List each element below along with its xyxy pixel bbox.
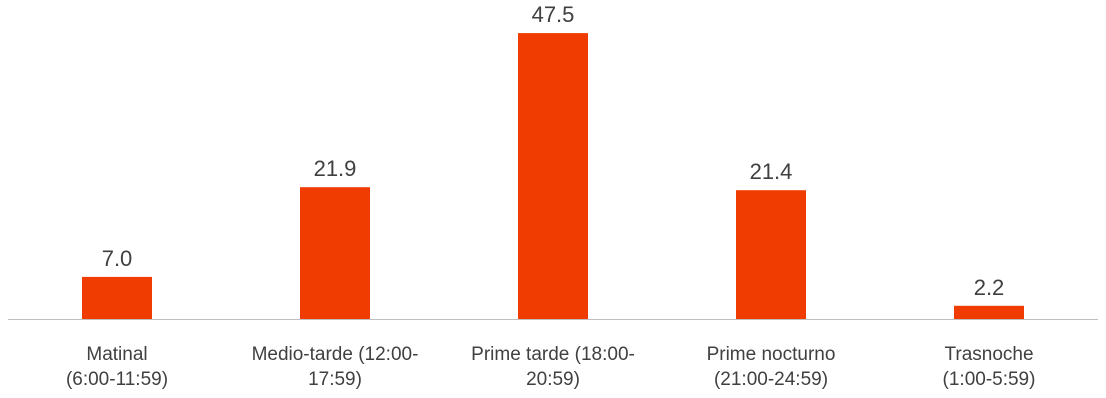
category-tick-label-line: Matinal [86,344,147,365]
category-tick-label-line: Trasnoche [944,344,1033,365]
category-tick-label-line: (6:00-11:59) [66,369,168,390]
category-tick-label-line: (21:00-24:59) [714,369,828,390]
value-labels-group: 7.0 21.9 47.5 21.4 2.2 [102,2,1005,300]
bar-value-label: 21.9 [314,156,357,181]
category-tick-label-line: Medio-tarde (12:00- [252,344,419,365]
category-tick-label-line: 20:59) [526,369,580,390]
bar [82,276,152,319]
bar-value-label: 7.0 [102,246,133,271]
category-tick-label: Medio-tarde (12:00- 17:59) [252,344,419,390]
category-tick-label-line: (1:00-5:59) [943,369,1036,390]
category-tick-label-line: Prime tarde (18:00- [471,344,635,365]
bars-group [82,33,1024,319]
bar-value-label: 21.4 [750,159,793,184]
category-labels-group: Matinal (6:00-11:59) Medio-tarde (12:00- 17… [66,344,1036,390]
category-tick-label: Prime tarde (18:00- 20:59) [471,344,635,390]
category-tick-label: Matinal (6:00-11:59) [66,344,168,390]
category-tick-label-line: 17:59) [308,369,362,390]
bar [300,187,370,319]
bar [954,305,1024,319]
category-tick-label-line: Prime nocturno [707,344,836,365]
category-tick-label: Trasnoche (1:00-5:59) [943,344,1036,390]
category-tick-label: Prime nocturno (21:00-24:59) [707,344,836,390]
bar-value-label: 2.2 [974,275,1005,300]
bar [736,190,806,319]
bar [518,33,588,319]
bar-value-label: 47.5 [532,2,575,27]
